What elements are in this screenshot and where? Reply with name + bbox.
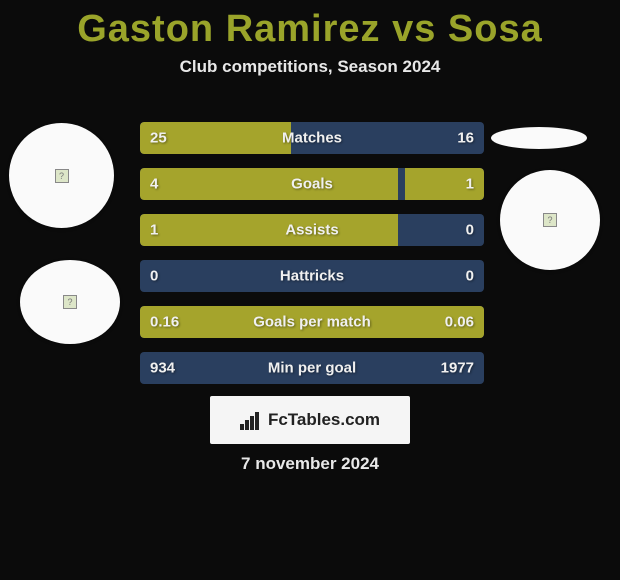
stat-value-right: 16 (457, 130, 474, 147)
stat-row: 0 0 Hattricks (140, 260, 484, 292)
image-placeholder-icon: ? (543, 213, 557, 227)
stat-value-right: 1 (466, 176, 474, 193)
player2-club-logo (491, 127, 587, 149)
stat-label: Matches (282, 130, 342, 147)
stat-value-right: 0 (466, 222, 474, 239)
stat-value-right: 0 (466, 268, 474, 285)
stat-row: 4 1 Goals (140, 168, 484, 200)
stat-label: Hattricks (280, 268, 344, 285)
stat-value-left: 1 (150, 222, 158, 239)
stat-row: 1 0 Assists (140, 214, 484, 246)
stat-bar-chart: 25 16 Matches 4 1 Goals 1 0 Assists 0 0 Hattricks 0.… (140, 122, 484, 398)
branding-badge: FcTables.com (210, 396, 410, 444)
player1-photo: ? (20, 260, 120, 344)
snapshot-date: 7 november 2024 (241, 454, 379, 474)
image-placeholder-icon: ? (63, 295, 77, 309)
comparison-subtitle: Club competitions, Season 2024 (0, 57, 620, 77)
stat-value-right: 1977 (441, 360, 474, 377)
stat-row: 25 16 Matches (140, 122, 484, 154)
stat-label: Goals (291, 176, 333, 193)
stat-row-left-fill (140, 168, 398, 200)
player2-photo: ? (500, 170, 600, 270)
branding-text: FcTables.com (268, 410, 380, 430)
player1-club-logo: ? (9, 123, 114, 228)
fctables-logo-icon (240, 410, 262, 430)
stat-label: Assists (285, 222, 338, 239)
stat-value-left: 0.16 (150, 314, 179, 331)
stat-value-left: 934 (150, 360, 175, 377)
stat-label: Min per goal (268, 360, 356, 377)
stat-row: 0.16 0.06 Goals per match (140, 306, 484, 338)
stat-value-right: 0.06 (445, 314, 474, 331)
stat-row: 934 1977 Min per goal (140, 352, 484, 384)
stat-label: Goals per match (253, 314, 371, 331)
comparison-title: Gaston Ramirez vs Sosa (0, 8, 620, 51)
image-placeholder-icon: ? (55, 169, 69, 183)
stat-value-left: 4 (150, 176, 158, 193)
stat-row-left-fill (140, 214, 398, 246)
stat-value-left: 0 (150, 268, 158, 285)
stat-value-left: 25 (150, 130, 167, 147)
